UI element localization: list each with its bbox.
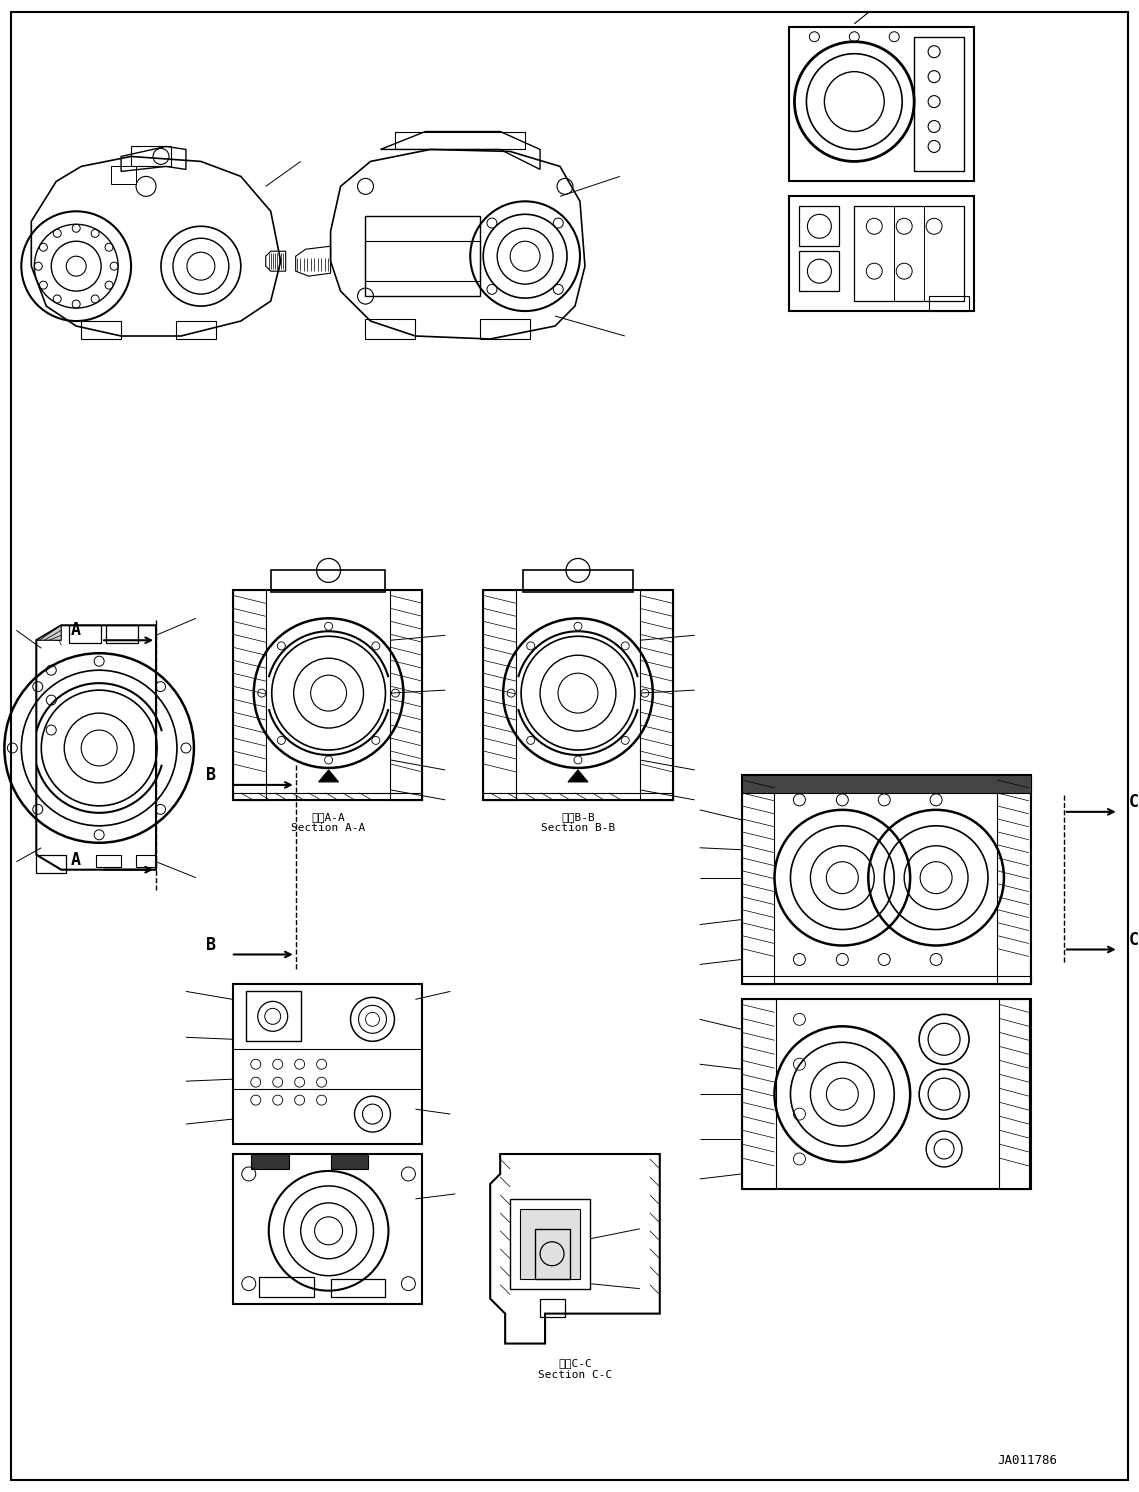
Bar (481, 319, 530, 339)
Bar (330, 1279, 385, 1297)
Bar (741, 774, 1031, 985)
Bar (366, 242, 481, 280)
Bar (521, 1209, 580, 1279)
Bar (36, 855, 66, 873)
Bar (483, 591, 516, 800)
Bar (535, 1229, 570, 1279)
Bar (69, 625, 101, 643)
Bar (81, 321, 121, 339)
Bar (854, 206, 964, 301)
Bar (741, 976, 1031, 985)
Bar (106, 625, 138, 643)
Bar (112, 167, 136, 185)
Text: B: B (206, 765, 216, 783)
Bar (366, 216, 481, 295)
Bar (232, 591, 423, 800)
Bar (800, 251, 839, 291)
Text: A: A (72, 621, 81, 639)
Bar (483, 591, 673, 800)
Bar (175, 321, 216, 339)
Bar (271, 570, 385, 592)
Bar (789, 197, 974, 310)
Bar (640, 591, 673, 800)
Bar (251, 1153, 288, 1168)
Polygon shape (36, 625, 62, 640)
Bar (232, 1153, 423, 1304)
Text: JA011786: JA011786 (998, 1453, 1058, 1467)
Bar (246, 991, 301, 1041)
Bar (741, 774, 775, 985)
Bar (96, 855, 121, 867)
Text: 断面A-A
Section A-A: 断面A-A Section A-A (292, 812, 366, 834)
Text: 断面C-C
Section C-C: 断面C-C Section C-C (538, 1359, 612, 1380)
Bar (741, 1000, 777, 1189)
Bar (395, 131, 525, 149)
Bar (232, 591, 265, 800)
Bar (232, 985, 423, 1144)
Bar (366, 319, 416, 339)
Bar (997, 774, 1030, 985)
Text: C: C (1129, 792, 1139, 810)
Bar (391, 591, 423, 800)
Bar (741, 1000, 1031, 1189)
Bar (330, 1153, 369, 1168)
Bar (483, 792, 673, 800)
Bar (540, 1298, 565, 1316)
Text: 断面B-B
Section B-B: 断面B-B Section B-B (541, 812, 615, 834)
Bar (929, 295, 969, 310)
Bar (131, 146, 171, 167)
Bar (999, 1000, 1029, 1189)
Text: B: B (206, 935, 216, 953)
Bar (741, 774, 1031, 792)
Bar (800, 206, 839, 246)
Bar (523, 570, 633, 592)
Text: C: C (1129, 931, 1139, 949)
Bar (510, 1200, 590, 1289)
Bar (136, 855, 156, 867)
Polygon shape (319, 770, 338, 782)
Text: A: A (72, 850, 81, 868)
Bar (789, 27, 974, 182)
Bar (259, 1277, 313, 1297)
Bar (915, 37, 964, 172)
Bar (232, 792, 423, 800)
Polygon shape (568, 770, 588, 782)
